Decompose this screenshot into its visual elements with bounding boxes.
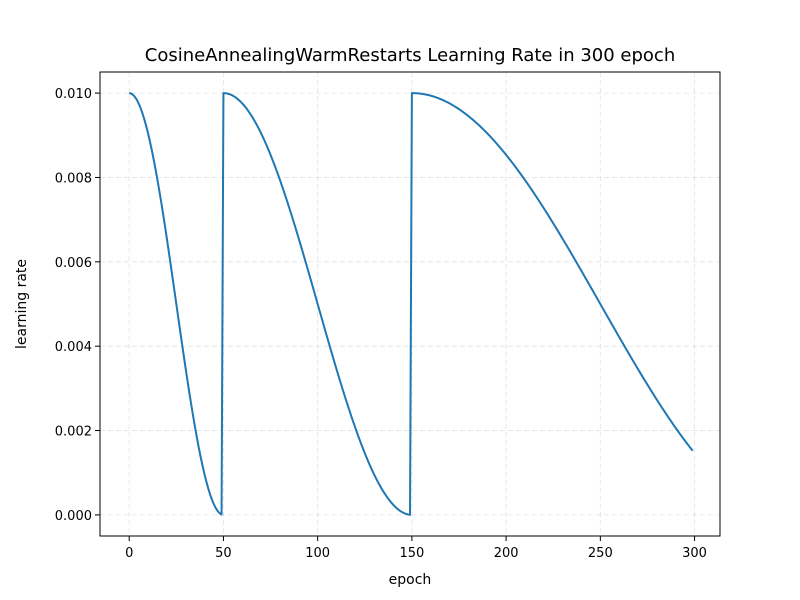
y-tick-label: 0.002 (55, 425, 92, 440)
y-tick-label: 0.010 (55, 87, 92, 102)
x-tick-label: 150 (399, 546, 424, 561)
y-tick-label: 0.004 (55, 340, 92, 355)
x-axis-label: epoch (389, 572, 432, 588)
x-tick-label: 50 (215, 546, 232, 561)
series-layer (128, 92, 694, 516)
y-tick-label: 0.008 (55, 171, 92, 186)
plot-area-frame (99, 71, 721, 537)
y-tick-label: 0.000 (55, 509, 92, 524)
x-tick-label: 100 (305, 546, 330, 561)
x-tick-label: 0 (125, 546, 133, 561)
y-tick-label: 0.006 (55, 256, 92, 271)
series-line (128, 92, 694, 516)
x-tick-label: 200 (494, 546, 519, 561)
x-tick-label: 250 (588, 546, 613, 561)
x-tick-label: 300 (682, 546, 707, 561)
ticks: 0 50 100 150 200 250 300 0.000 0.002 0.004 0.006 0.… (55, 87, 707, 561)
chart-title: CosineAnnealingWarmRestarts Learning Rat… (145, 45, 676, 66)
y-axis-label: learning rate (14, 259, 30, 349)
